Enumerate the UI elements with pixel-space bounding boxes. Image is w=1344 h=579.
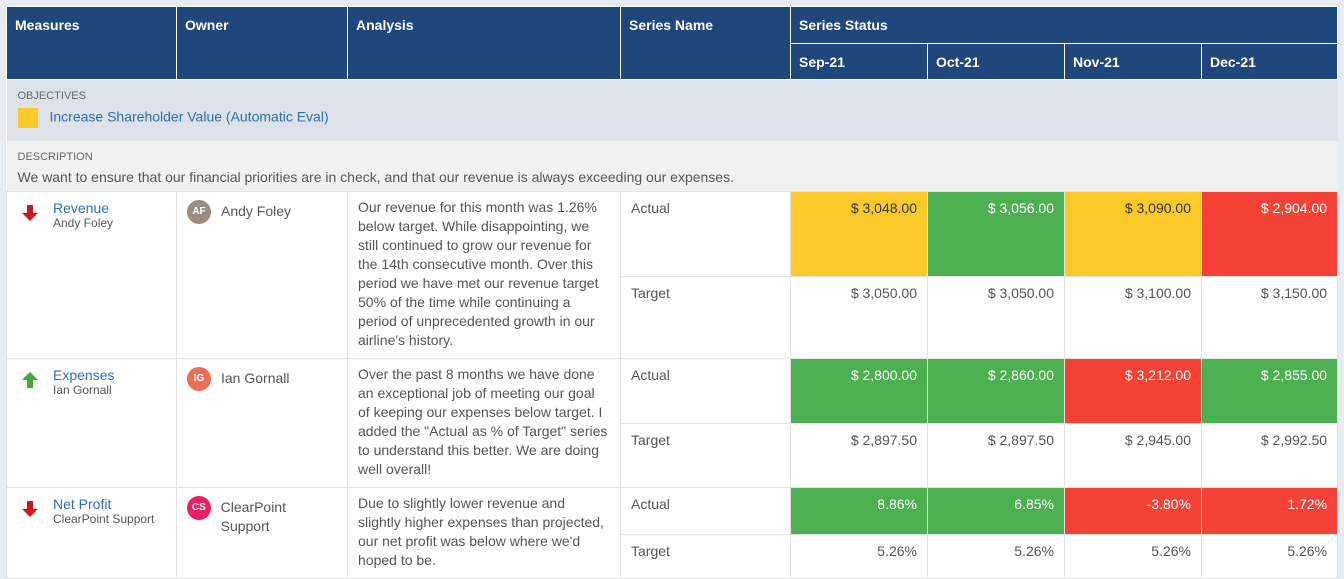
measure-link[interactable]: Expenses [53,367,115,383]
series-value-cell[interactable]: $ 3,056.00 [927,191,1065,277]
measure-owner: Andy Foley [53,216,114,230]
series-name: Target [620,423,791,488]
analysis-text: Due to slightly lower revenue and slight… [347,487,621,579]
series-value-cell[interactable]: 5.26% [790,533,928,579]
owner-name: Andy Foley [221,203,292,219]
header-period[interactable]: Nov-21 [1064,43,1202,80]
avatar: CS [187,496,211,520]
description-text: We want to ensure that our financial pri… [17,168,734,185]
trend-up-arrow-icon [21,371,41,392]
objective-link[interactable]: Increase Shareholder Value (Automatic Ev… [49,108,329,125]
series-value-cell[interactable]: $ 2,897.50 [927,423,1065,488]
series-name: Target [620,533,791,579]
series-value-cell[interactable]: $ 3,090.00 [1064,191,1202,277]
scorecard-table: Measures Owner Analysis Series Name Seri… [6,6,1339,579]
owner-name: ClearPoint Support [220,499,286,534]
series-value-cell[interactable]: 5.26% [927,533,1065,579]
series-value-cell[interactable]: $ 3,050.00 [790,276,928,359]
analysis-text: Over the past 8 months we have done an e… [347,358,621,488]
status-indicator-icon [17,108,38,128]
description-label: DESCRIPTION [17,150,93,163]
series-row: Revenue Andy Foley AF Andy Foley Our revenue… [6,191,1339,359]
series-value-cell[interactable]: $ 2,904.00 [1200,191,1339,277]
series-row: Target $ 2,897.50 $ 2,897.50 $ 2,945.00 $ 2,… [7,423,1339,488]
header-measures[interactable]: Measures [6,6,177,80]
series-row: Target $ 3,050.00 $ 3,050.00 $ 3,100.00 $ 3,… [7,276,1339,359]
measure-cell: Net Profit ClearPoint Support [6,487,177,579]
series-value-cell[interactable]: $ 3,100.00 [1064,276,1202,359]
measure-link[interactable]: Net Profit [53,496,112,512]
series-value-cell[interactable]: $ 2,800.00 [790,358,928,424]
series-value-cell[interactable]: $ 2,897.50 [790,423,928,488]
series-value-cell[interactable]: $ 3,212.00 [1064,358,1202,424]
series-row: Net Profit ClearPoint Support CS ClearPoint… [6,487,1339,579]
header-period[interactable]: Oct-21 [927,43,1065,80]
series-value-cell[interactable]: 5.26% [1200,533,1339,579]
header-period[interactable]: Dec-21 [1200,43,1339,80]
description-row: DESCRIPTION We want to ensure that our f… [6,140,1338,192]
trend-down-arrow-icon [21,500,41,521]
series-value-cell[interactable]: $ 3,050.00 [927,276,1065,359]
owner-cell: CS ClearPoint Support [176,487,348,579]
trend-down-arrow-icon [21,204,41,225]
series-value-cell[interactable]: $ 2,855.00 [1200,358,1339,424]
objectives-row: OBJECTIVES Increase Shareholder Value (A… [6,79,1338,141]
series-value-cell[interactable]: -3.80% [1064,487,1202,535]
measure-owner: ClearPoint Support [53,512,155,526]
owner-cell: AF Andy Foley [176,191,348,359]
series-name: Actual [620,358,791,424]
avatar: AF [187,200,211,224]
header-owner[interactable]: Owner [176,6,348,80]
measure-owner: Ian Gornall [53,383,112,397]
measure-cell: Revenue Andy Foley [6,191,177,359]
measure-link[interactable]: Revenue [53,200,110,216]
header-analysis[interactable]: Analysis [347,6,621,80]
series-name: Actual [620,191,791,277]
series-value-cell[interactable]: $ 2,992.50 [1200,423,1339,488]
analysis-text: Our revenue for this month was 1.26% bel… [347,191,621,359]
series-value-cell[interactable]: $ 2,860.00 [927,358,1065,424]
header-series-status: Series Status [789,6,1339,44]
series-value-cell[interactable]: 6.85% [927,487,1065,535]
owner-name: Ian Gornall [221,370,290,386]
avatar: IG [187,367,211,391]
series-value-cell[interactable]: $ 3,048.00 [790,191,928,277]
series-name: Actual [620,487,791,535]
series-value-cell[interactable]: 8.86% [790,487,928,535]
series-row: Expenses Ian Gornall IG Ian Gornall Over the… [6,358,1339,488]
series-name: Target [620,276,791,359]
series-value-cell[interactable]: $ 2,945.00 [1064,423,1202,488]
objectives-label: OBJECTIVES [17,90,86,102]
measure-cell: Expenses Ian Gornall [6,358,177,488]
owner-cell: IG Ian Gornall [176,358,348,488]
series-value-cell[interactable]: 5.26% [1064,533,1202,579]
series-value-cell[interactable]: 1.72% [1200,487,1339,535]
header-series-name[interactable]: Series Name [620,6,791,80]
header-period[interactable]: Sep-21 [790,43,928,80]
series-value-cell[interactable]: $ 3,150.00 [1200,276,1339,359]
